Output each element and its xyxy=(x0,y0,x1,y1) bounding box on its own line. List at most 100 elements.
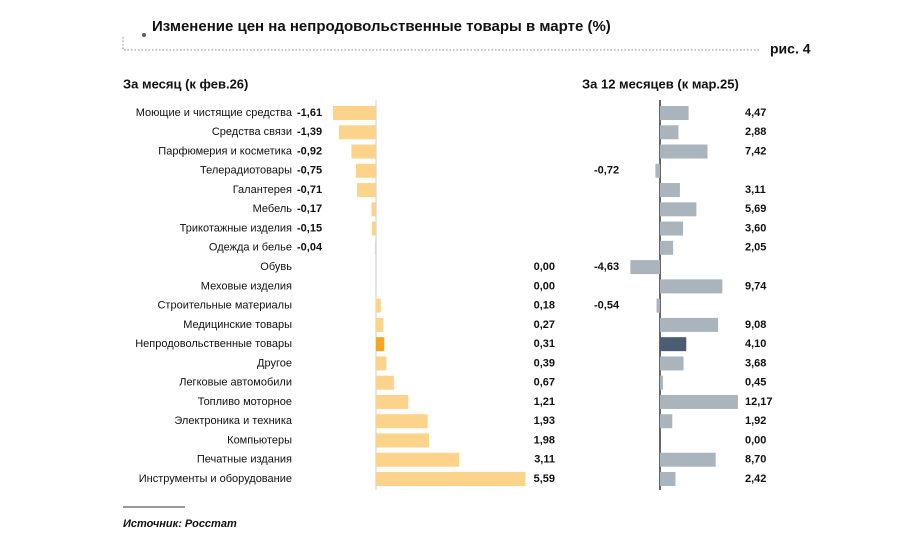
value-label: 2,05 xyxy=(745,242,766,254)
value-label: 4,10 xyxy=(745,338,766,350)
value-label: -1,39 xyxy=(297,126,322,138)
value-label: 5,69 xyxy=(745,203,766,215)
category-label: Другое xyxy=(257,357,292,369)
value-label: 0,00 xyxy=(534,261,555,273)
bar xyxy=(376,433,429,448)
figure-label: рис. 4 xyxy=(770,41,811,57)
value-label: 0,27 xyxy=(534,319,555,331)
value-label: -0,72 xyxy=(594,165,619,177)
bar xyxy=(660,221,684,236)
value-label: 3,11 xyxy=(745,184,766,196)
bar xyxy=(630,260,660,275)
bar xyxy=(655,163,660,178)
category-label: Компьютеры xyxy=(227,434,292,446)
bar xyxy=(660,125,679,140)
bar xyxy=(660,106,689,120)
value-label: 7,42 xyxy=(745,145,766,157)
bar xyxy=(376,317,384,332)
category-label: Трикотажные изделия xyxy=(180,222,292,234)
category-label: Моющие и чистящие средства xyxy=(136,107,293,119)
value-label: -0,75 xyxy=(297,165,322,177)
value-label: 12,17 xyxy=(745,396,773,408)
bar xyxy=(660,240,674,255)
value-label: 1,93 xyxy=(534,415,555,427)
bar xyxy=(355,163,376,178)
bar xyxy=(660,144,708,159)
value-label: 8,70 xyxy=(745,454,766,466)
bar xyxy=(656,298,660,313)
value-label: 2,88 xyxy=(745,126,766,138)
value-label: 0,00 xyxy=(534,280,555,292)
category-label: Галантерея xyxy=(233,184,292,196)
bar xyxy=(371,202,376,217)
value-label: 0,18 xyxy=(534,300,555,312)
bar xyxy=(660,337,687,352)
category-label: Телерадиотовары xyxy=(200,165,292,177)
value-label: -1,61 xyxy=(297,107,322,119)
value-label: -0,04 xyxy=(297,242,323,254)
value-label: -0,17 xyxy=(297,203,322,215)
bar xyxy=(660,356,684,371)
category-label: Меховые изделия xyxy=(201,280,292,292)
category-label: Инструменты и оборудование xyxy=(139,473,292,485)
bar xyxy=(374,240,376,255)
category-label: Строительные материалы xyxy=(157,300,292,312)
decor-dot xyxy=(142,33,146,37)
bar xyxy=(376,394,409,409)
bar xyxy=(376,375,394,390)
category-label: Электроника и техника xyxy=(174,415,292,427)
source: Источник: Росстат xyxy=(123,518,237,530)
value-label: 3,68 xyxy=(745,357,766,369)
decor-line xyxy=(122,37,760,51)
value-label: 0,67 xyxy=(534,377,555,389)
bar xyxy=(376,298,381,313)
category-label: Медицинские товары xyxy=(183,319,292,331)
value-label: 0,39 xyxy=(534,357,555,369)
bar xyxy=(376,472,526,486)
category-label: Печатные издания xyxy=(197,454,292,466)
value-label: 4,47 xyxy=(745,107,766,119)
category-label: Мебель xyxy=(253,203,293,215)
value-label: 0,00 xyxy=(745,434,766,446)
bar xyxy=(351,144,376,159)
bar xyxy=(332,106,376,120)
category-label: Парфюмерия и косметика xyxy=(158,145,293,157)
subtitle: За месяц (к фев.26) xyxy=(123,76,248,91)
category-label: Средства связи xyxy=(212,126,292,138)
value-label: 3,60 xyxy=(745,222,766,234)
bar xyxy=(371,221,376,236)
category-label: Непродовольственные товары xyxy=(135,338,292,350)
value-label: 2,42 xyxy=(745,473,766,485)
value-label: 9,08 xyxy=(745,319,766,331)
category-label: Легковые автомобили xyxy=(179,377,292,389)
bar xyxy=(660,279,723,294)
value-label: 9,74 xyxy=(745,280,767,292)
value-label: -4,63 xyxy=(594,261,619,273)
bar xyxy=(376,452,460,467)
value-label: 3,11 xyxy=(534,454,555,466)
bar xyxy=(338,125,376,140)
value-label: -0,71 xyxy=(297,184,322,196)
value-label: 1,21 xyxy=(534,396,555,408)
category-label: Обувь xyxy=(260,261,292,273)
bar xyxy=(376,337,385,352)
bar xyxy=(376,356,387,371)
value-label: -0,92 xyxy=(297,145,322,157)
value-label: 1,92 xyxy=(745,415,766,427)
value-label: 1,98 xyxy=(534,434,555,446)
bar xyxy=(357,183,376,198)
category-label: Топливо моторное xyxy=(198,396,292,408)
bar xyxy=(660,414,673,429)
value-label: 0,45 xyxy=(745,377,766,389)
value-label: -0,54 xyxy=(594,300,620,312)
bar xyxy=(376,414,428,429)
value-label: 5,59 xyxy=(534,473,555,485)
bar xyxy=(660,375,663,390)
subtitle: За 12 месяцев (к мар.25) xyxy=(582,76,739,91)
bar xyxy=(660,452,716,467)
bar xyxy=(660,394,738,409)
value-label: -0,15 xyxy=(297,222,322,234)
bar xyxy=(660,183,680,198)
title: Изменение цен на непродовольственные тов… xyxy=(152,18,611,35)
